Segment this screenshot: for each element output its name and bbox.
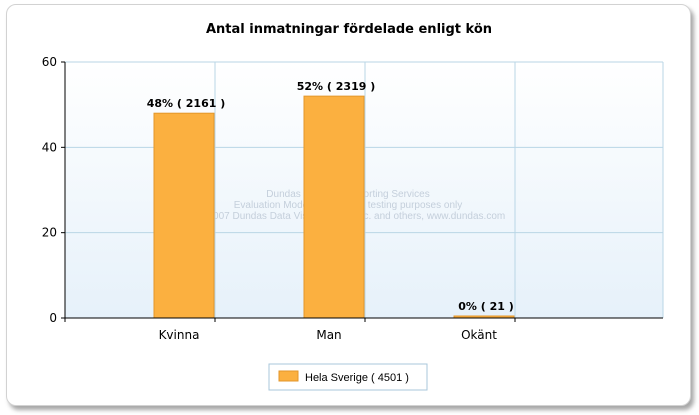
x-tick-label: Kvinna (159, 328, 200, 342)
legend: Hela Sverige ( 4501 ) (268, 363, 428, 391)
bar (303, 95, 365, 319)
legend-swatch (278, 370, 299, 382)
x-tick-label: Okänt (461, 328, 497, 342)
data-label: 52% ( 2319 ) (297, 80, 376, 93)
axes: 0 20 40 60 Kvinna Man Okänt (42, 55, 663, 342)
bar (153, 112, 215, 319)
data-label: 48% ( 2161 ) (147, 97, 226, 110)
y-tick-label: 40 (42, 140, 57, 154)
bars: 48% ( 2161 ) 52% ( 2319 ) 0% ( 21 ) (147, 80, 515, 319)
y-tick-label: 60 (42, 55, 57, 69)
legend-label: Hela Sverige ( 4501 ) (305, 372, 409, 384)
y-tick-label: 20 (42, 226, 57, 240)
data-label: 0% ( 21 ) (458, 300, 514, 313)
chart-title: Antal inmatningar fördelade enligt kön (206, 22, 492, 37)
x-tick-label: Man (316, 328, 341, 342)
y-tick-label: 0 (49, 311, 57, 325)
